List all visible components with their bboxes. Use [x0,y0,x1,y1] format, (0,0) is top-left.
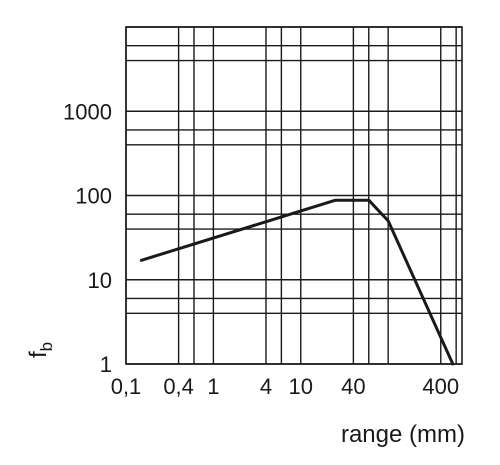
series-layer [139,198,455,366]
x-tick-label: 0,4 [163,374,194,399]
x-tick-label: 400 [422,374,459,399]
y-axis-label: fb [25,342,56,358]
y-tick-labels: 1 10 100 1000 [63,99,112,377]
x-tick-label: 40 [341,374,365,399]
y-axis-label-subscript: b [37,342,56,351]
plot-frame [125,26,463,365]
x-axis-label: range (mm) [341,421,465,448]
grid [125,26,462,365]
x-tick-label: 0,1 [111,374,142,399]
series-line [139,198,455,366]
y-axis-label-main: f [25,351,52,358]
x-tick-label: 1 [207,374,219,399]
x-tick-label: 4 [260,374,272,399]
y-tick-label: 1 [100,352,112,377]
x-tick-label: 10 [289,374,313,399]
x-tick-labels: 0,1 0,4 1 4 10 40 400 [111,374,459,399]
y-tick-label: 100 [75,184,112,209]
y-tick-label: 1000 [63,99,112,124]
y-tick-label: 10 [88,268,112,293]
